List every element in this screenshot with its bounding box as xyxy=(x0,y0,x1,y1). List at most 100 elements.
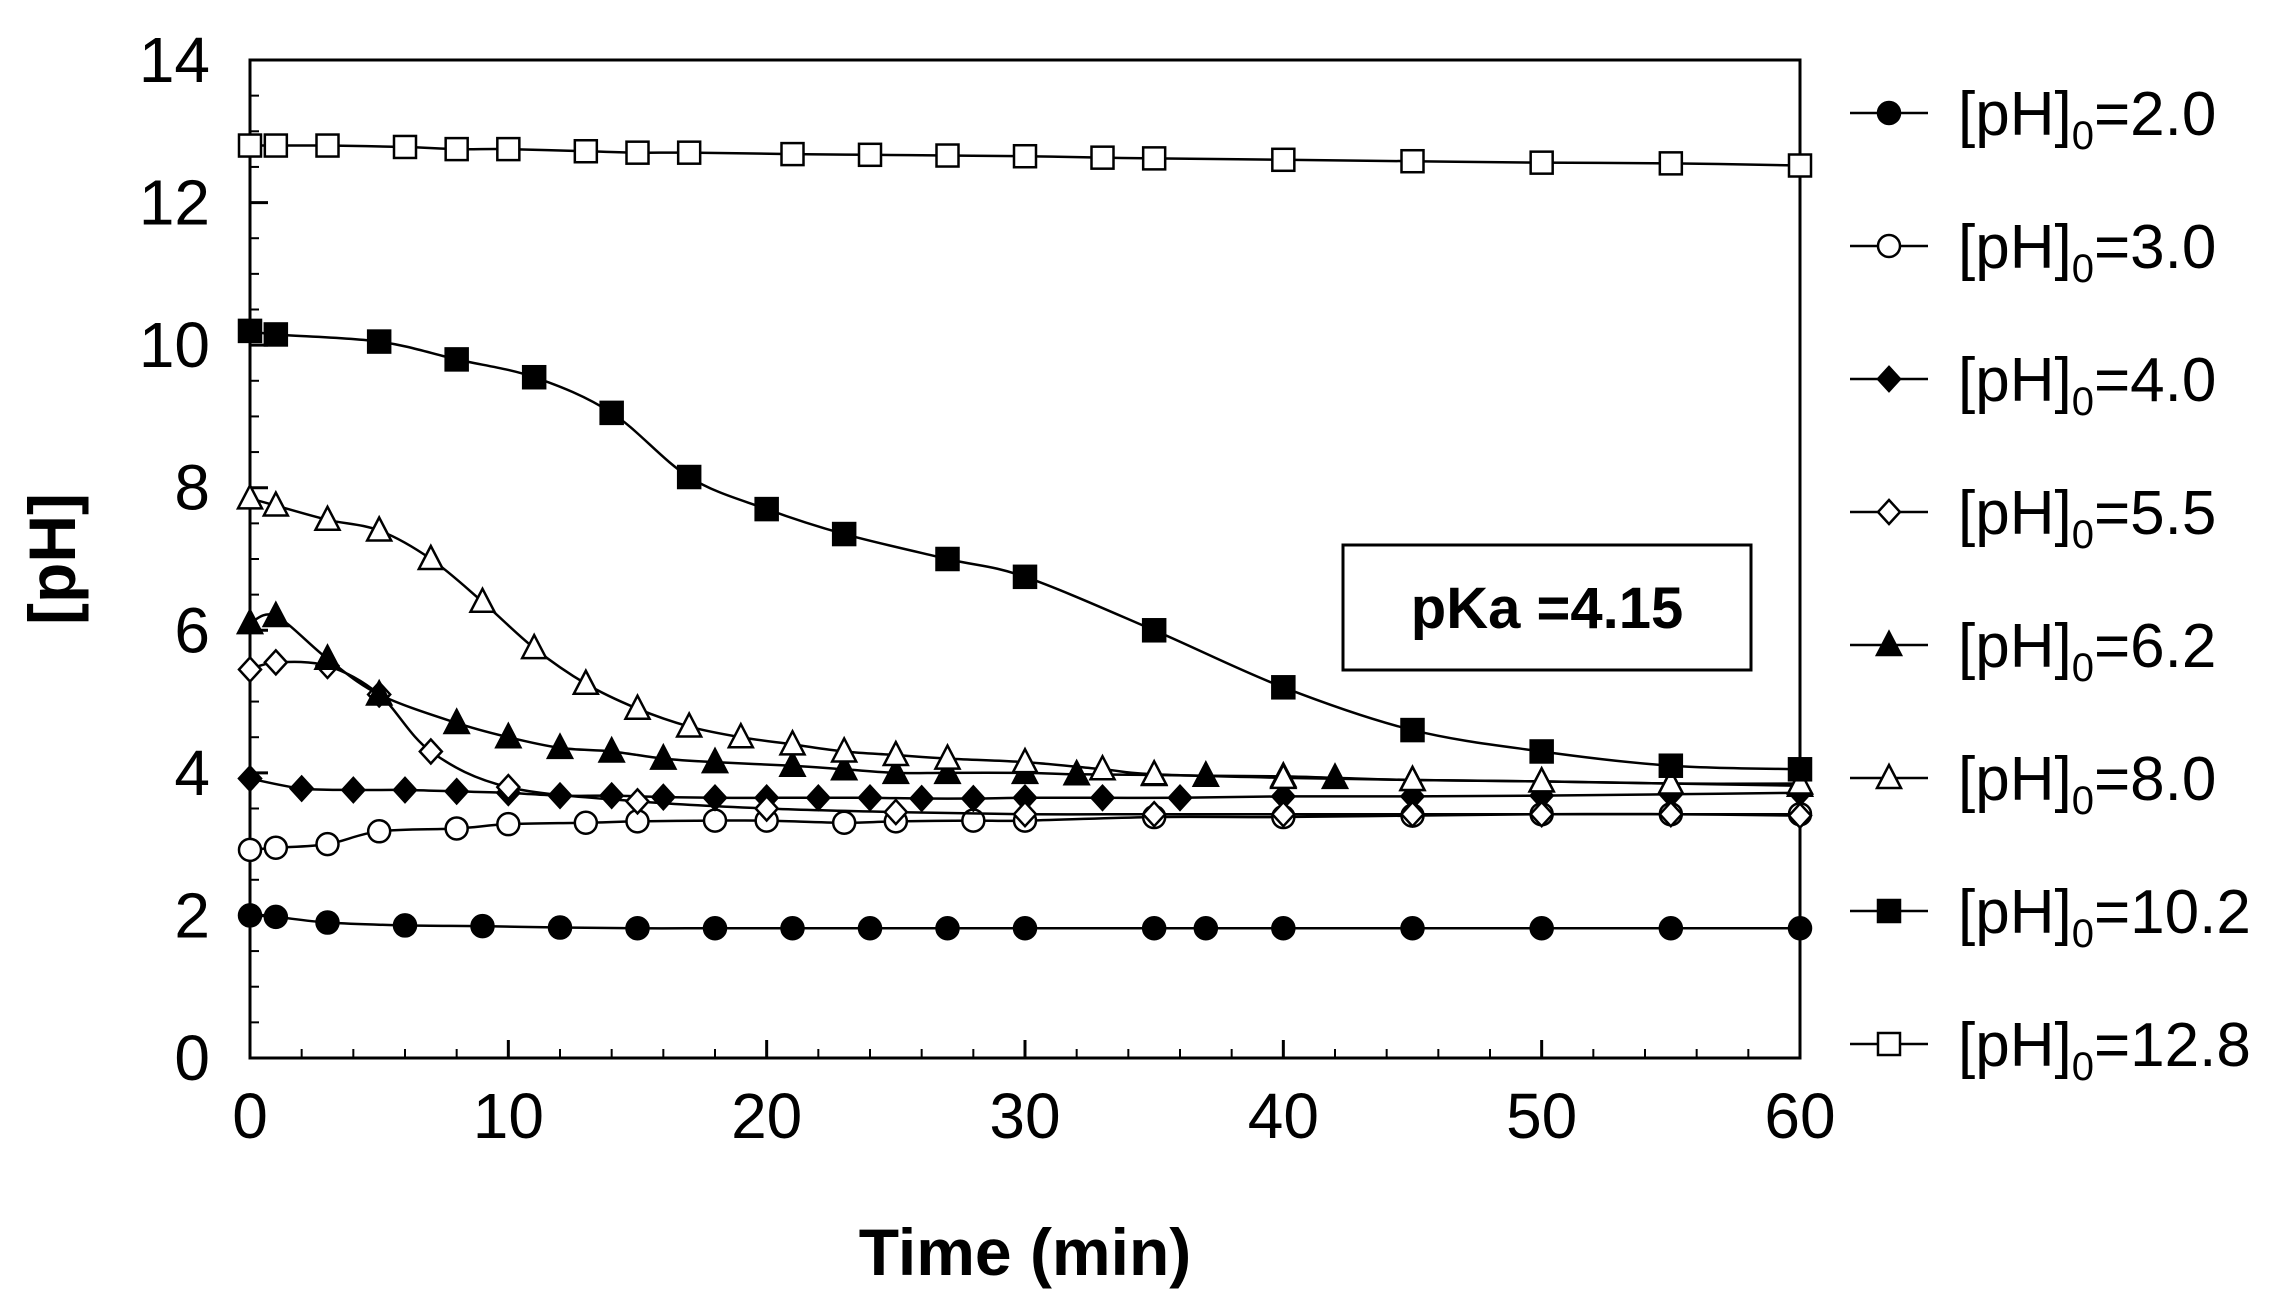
data-point xyxy=(702,916,728,941)
data-point xyxy=(831,810,857,836)
data-point xyxy=(1529,916,1554,941)
legend-label-main: [pH] xyxy=(1958,1011,2072,1080)
data-point xyxy=(754,496,779,522)
legend-item: [pH]0=10.2 xyxy=(1850,878,2251,956)
data-point xyxy=(366,819,392,844)
data-point xyxy=(520,632,549,660)
data-point xyxy=(313,504,342,532)
data-point xyxy=(1658,151,1684,176)
annotation-text: pKa =4.15 xyxy=(1411,576,1683,641)
data-point xyxy=(1193,916,1219,941)
data-point xyxy=(597,735,626,763)
legend-label-value: =6.2 xyxy=(2094,612,2216,681)
data-point xyxy=(908,784,935,813)
data-point xyxy=(1399,800,1426,829)
legend-label-main: [pH] xyxy=(1958,612,2072,681)
data-point xyxy=(883,798,909,826)
data-point xyxy=(1400,717,1425,743)
x-tick-label: 60 xyxy=(1764,1080,1835,1152)
x-tick-label: 30 xyxy=(989,1080,1060,1152)
data-point xyxy=(1090,145,1115,170)
legend-marker xyxy=(1874,762,1904,790)
data-point xyxy=(1089,783,1116,812)
data-point xyxy=(935,143,960,168)
data-point xyxy=(1012,916,1038,941)
legend-marker xyxy=(1876,498,1902,526)
x-tick-label: 0 xyxy=(232,1080,268,1152)
data-point xyxy=(1271,916,1296,941)
data-point xyxy=(625,140,650,165)
data-point xyxy=(365,514,394,542)
x-tick-label: 10 xyxy=(473,1080,544,1152)
legend-label-subscript: 0 xyxy=(2072,1045,2094,1089)
data-point xyxy=(1141,618,1167,643)
data-point xyxy=(625,916,650,941)
x-axis-title: Time (min) xyxy=(859,1215,1191,1289)
data-point xyxy=(261,489,290,517)
data-point xyxy=(1785,767,1815,795)
data-point xyxy=(1400,148,1425,174)
data-point xyxy=(805,783,832,812)
legend-label-value: =5.5 xyxy=(2094,479,2216,548)
data-point xyxy=(857,783,883,812)
data-point xyxy=(315,831,340,857)
data-point xyxy=(313,643,342,671)
data-point xyxy=(573,810,599,836)
data-point xyxy=(470,913,495,939)
data-point xyxy=(649,742,678,770)
data-point xyxy=(1088,753,1117,781)
data-point xyxy=(778,750,807,777)
y-tick-label: 12 xyxy=(139,167,210,239)
data-point xyxy=(366,329,392,354)
data-point xyxy=(1398,764,1427,792)
legend-item: [pH]0=5.5 xyxy=(1850,479,2216,557)
series-3 xyxy=(237,648,1813,830)
data-point xyxy=(495,773,522,801)
data-point xyxy=(780,141,805,167)
data-point xyxy=(315,910,340,935)
data-point xyxy=(1787,801,1813,830)
data-point xyxy=(830,735,859,763)
data-point xyxy=(496,136,521,162)
x-tick-label: 40 xyxy=(1248,1080,1319,1152)
legend-label-subscript: 0 xyxy=(2072,380,2094,424)
data-point xyxy=(700,746,730,774)
y-tick-label: 14 xyxy=(139,24,210,96)
data-point xyxy=(235,607,265,635)
legend-label-main: [pH] xyxy=(1958,80,2072,149)
x-tick-label: 50 xyxy=(1506,1080,1577,1152)
legend: [pH]0=2.0[pH]0=3.0[pH]0=4.0[pH]0=5.5[pH]… xyxy=(1850,80,2251,1089)
legend-label-subscript: 0 xyxy=(2072,646,2094,690)
legend-label: [pH]0=10.2 xyxy=(1958,878,2251,956)
legend-label: [pH]0=12.8 xyxy=(1958,1011,2251,1089)
data-point xyxy=(1271,147,1296,173)
data-point xyxy=(1141,146,1167,171)
data-point xyxy=(1140,758,1169,786)
data-point xyxy=(1529,739,1554,764)
data-point xyxy=(444,347,469,372)
y-tick-label: 2 xyxy=(174,879,210,951)
data-point xyxy=(1787,916,1813,941)
legend-label: [pH]0=6.2 xyxy=(1958,612,2216,690)
legend-label-subscript: 0 xyxy=(2072,247,2094,291)
data-point xyxy=(1658,753,1684,778)
data-point xyxy=(571,668,600,695)
data-point xyxy=(1270,800,1297,829)
series-7 xyxy=(237,133,1813,178)
data-point xyxy=(261,600,290,628)
pka-annotation-box: pKa =4.15 xyxy=(1341,543,1753,672)
data-point xyxy=(263,133,289,158)
legend-label-value: =10.2 xyxy=(2094,878,2251,947)
legend-marker xyxy=(1874,629,1904,657)
data-point xyxy=(392,134,418,160)
legend-item: [pH]0=6.2 xyxy=(1850,612,2216,690)
data-point xyxy=(443,777,470,806)
data-point xyxy=(599,400,624,426)
legend-item: [pH]0=4.0 xyxy=(1850,346,2216,424)
legend-label-value: =12.8 xyxy=(2094,1011,2251,1080)
legend-item: [pH]0=2.0 xyxy=(1850,80,2216,158)
data-point xyxy=(468,586,497,614)
data-point xyxy=(1271,675,1296,700)
legend-label-value: =8.0 xyxy=(2094,745,2216,814)
